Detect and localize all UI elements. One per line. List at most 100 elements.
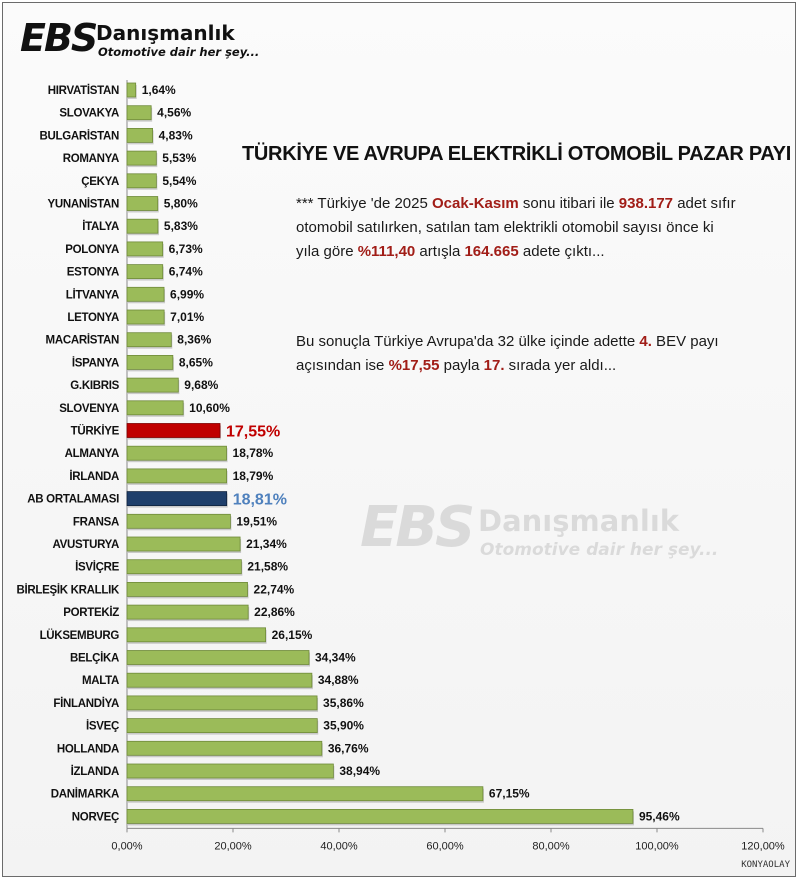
category-label: İZLANDA [71,765,119,778]
bar [126,559,242,575]
bar [126,354,174,370]
note1-highlight-growth: %111,40 [357,243,416,260]
headline: TÜRKİYE VE AVRUPA ELEKTRİKLİ OTOMOBİL PA… [242,143,791,165]
bar [126,127,153,143]
value-label: 34,88% [318,673,359,687]
category-label: DANİMARKA [51,788,119,801]
value-label: 5,53% [162,151,196,165]
bar [126,786,484,802]
category-label: MACARİSTAN [46,334,119,347]
value-label: 67,15% [489,787,530,801]
category-label: FRANSA [73,516,119,528]
category-label: G.KIBRIS [70,380,119,392]
value-label: 5,54% [162,174,196,188]
value-label: 19,51% [236,514,277,528]
x-tick-label: 40,00% [320,840,358,852]
value-label: 6,74% [169,265,203,279]
category-label: LİTVANYA [66,288,119,301]
x-tick-label: 60,00% [426,840,464,852]
category-label: ESTONYA [67,267,119,279]
bar [126,740,323,756]
value-label: 21,58% [247,560,288,574]
category-label: PORTEKİZ [63,606,119,619]
value-label: 18,79% [233,469,274,483]
note2-highlight-share-rank: 17. [483,357,505,374]
x-tick-label: 20,00% [214,840,252,852]
bar [126,423,221,438]
category-label: BULGARİSTAN [39,129,119,142]
note-paragraph-sales: *** Türkiye 'de 2025 Ocak-Kasım sonu iti… [296,192,736,264]
value-label: 34,34% [315,651,356,665]
category-label: AVUSTURYA [52,539,119,551]
value-label: 22,74% [254,582,295,596]
bar [126,332,172,348]
bar [126,309,165,325]
category-label: İRLANDA [69,470,119,483]
note1-text-4: artışla [415,243,465,260]
note1-text-5: adete çıktı... [518,243,605,260]
value-label: 35,86% [323,696,364,710]
value-label: 10,60% [189,401,230,415]
category-label: YUNANİSTAN [47,198,119,211]
category-label: BELÇİKA [70,652,119,665]
value-label: 26,15% [272,628,313,642]
value-label: 4,83% [159,128,193,142]
value-label: 95,46% [639,809,680,823]
bar [126,150,157,166]
category-label: POLONYA [65,244,119,256]
value-label: 22,86% [254,605,295,619]
category-label: MALTA [82,675,119,687]
note1-highlight-ev-sales: 164.665 [464,243,519,260]
category-label: ÇEKYA [81,176,119,188]
watermark-ebs: EBS [360,495,475,560]
value-label: 6,73% [169,242,203,256]
category-label: TÜRKİYE [71,425,120,438]
note2-highlight-share: %17,55 [388,357,440,374]
bar [126,513,231,529]
watermark-slogan: Otomotive dair her şey... [480,540,719,560]
note2-text-4: sırada yer aldı... [504,357,617,374]
value-label: 5,83% [164,219,198,233]
value-label: 18,81% [233,492,287,509]
brand-name: Danışmanlık [96,21,235,45]
bar [126,627,266,643]
note2-text-3: payla [439,357,484,374]
value-label: 17,55% [226,424,280,441]
note1-highlight-period: Ocak-Kasım [432,195,519,212]
category-label: SLOVAKYA [59,108,119,120]
category-label: HIRVATİSTAN [48,84,119,97]
category-label: ALMANYA [65,448,119,460]
bar [126,218,159,234]
bar [126,241,164,257]
value-label: 9,68% [184,378,218,392]
brand-ebs: EBS [20,16,98,60]
note1-text-2: sonu itibari ile [518,195,619,212]
bar [126,763,334,779]
x-tick-label: 100,00% [635,840,679,852]
bar [126,650,310,665]
value-label: 8,65% [179,355,213,369]
bar [126,491,228,507]
category-label: İSPANYA [72,356,119,369]
bar [126,672,313,688]
value-label: 1,64% [142,83,176,97]
category-label: SLOVENYA [59,403,119,415]
value-label: 7,01% [170,310,204,324]
bar [126,445,227,461]
watermark-name: Danışmanlık [478,504,680,538]
category-label: HOLLANDA [57,743,119,755]
note2-text-2: BEV payı açısından ise [296,333,719,374]
category-label: LETONYA [67,312,119,324]
value-label: 36,76% [328,741,369,755]
source-label: KONYAOLAY [741,860,790,870]
bar [126,582,248,597]
bar [126,468,227,484]
category-label: LÜKSEMBURG [40,629,120,642]
value-label: 4,56% [157,106,191,120]
value-label: 38,94% [339,764,380,778]
category-label: BİRLEŞİK KRALLIK [16,583,120,596]
note1-text-1: *** Türkiye 'de 2025 [296,195,433,212]
category-label: FİNLANDİYA [53,697,119,710]
bar [126,695,318,711]
bar [126,286,165,302]
